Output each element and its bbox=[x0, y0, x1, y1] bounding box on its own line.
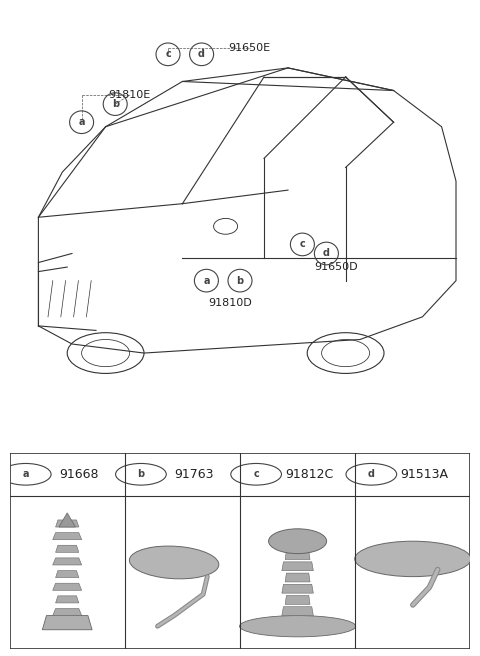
Polygon shape bbox=[56, 520, 79, 527]
Circle shape bbox=[269, 529, 326, 554]
Text: c: c bbox=[300, 239, 305, 249]
Text: b: b bbox=[137, 469, 144, 480]
Text: 91810D: 91810D bbox=[208, 298, 252, 308]
Polygon shape bbox=[53, 609, 82, 615]
Text: 91763: 91763 bbox=[174, 468, 214, 481]
Polygon shape bbox=[282, 539, 313, 548]
Polygon shape bbox=[285, 596, 310, 604]
Polygon shape bbox=[53, 533, 82, 540]
Polygon shape bbox=[56, 545, 79, 552]
Polygon shape bbox=[285, 550, 310, 560]
Ellipse shape bbox=[240, 615, 356, 637]
Polygon shape bbox=[282, 607, 313, 615]
Polygon shape bbox=[285, 573, 310, 582]
Text: 91668: 91668 bbox=[59, 468, 98, 481]
Text: 91513A: 91513A bbox=[400, 468, 448, 481]
Text: 91812C: 91812C bbox=[285, 468, 333, 481]
Text: 91650E: 91650E bbox=[228, 43, 271, 52]
Text: 91650D: 91650D bbox=[314, 262, 358, 272]
Text: d: d bbox=[198, 49, 205, 59]
Text: b: b bbox=[112, 99, 119, 109]
Text: c: c bbox=[253, 469, 259, 480]
Ellipse shape bbox=[130, 546, 219, 579]
Polygon shape bbox=[53, 583, 82, 590]
Ellipse shape bbox=[355, 541, 471, 577]
Polygon shape bbox=[56, 596, 79, 603]
Text: d: d bbox=[323, 249, 330, 258]
Text: a: a bbox=[203, 276, 210, 285]
Text: d: d bbox=[368, 469, 375, 480]
Text: 91810E: 91810E bbox=[108, 90, 151, 100]
Polygon shape bbox=[59, 513, 75, 527]
Polygon shape bbox=[42, 615, 92, 630]
Text: b: b bbox=[237, 276, 243, 285]
Polygon shape bbox=[282, 562, 313, 571]
Text: a: a bbox=[78, 117, 85, 127]
Polygon shape bbox=[282, 584, 313, 593]
Text: a: a bbox=[23, 469, 29, 480]
Text: c: c bbox=[165, 49, 171, 59]
Polygon shape bbox=[53, 558, 82, 565]
Polygon shape bbox=[56, 571, 79, 578]
